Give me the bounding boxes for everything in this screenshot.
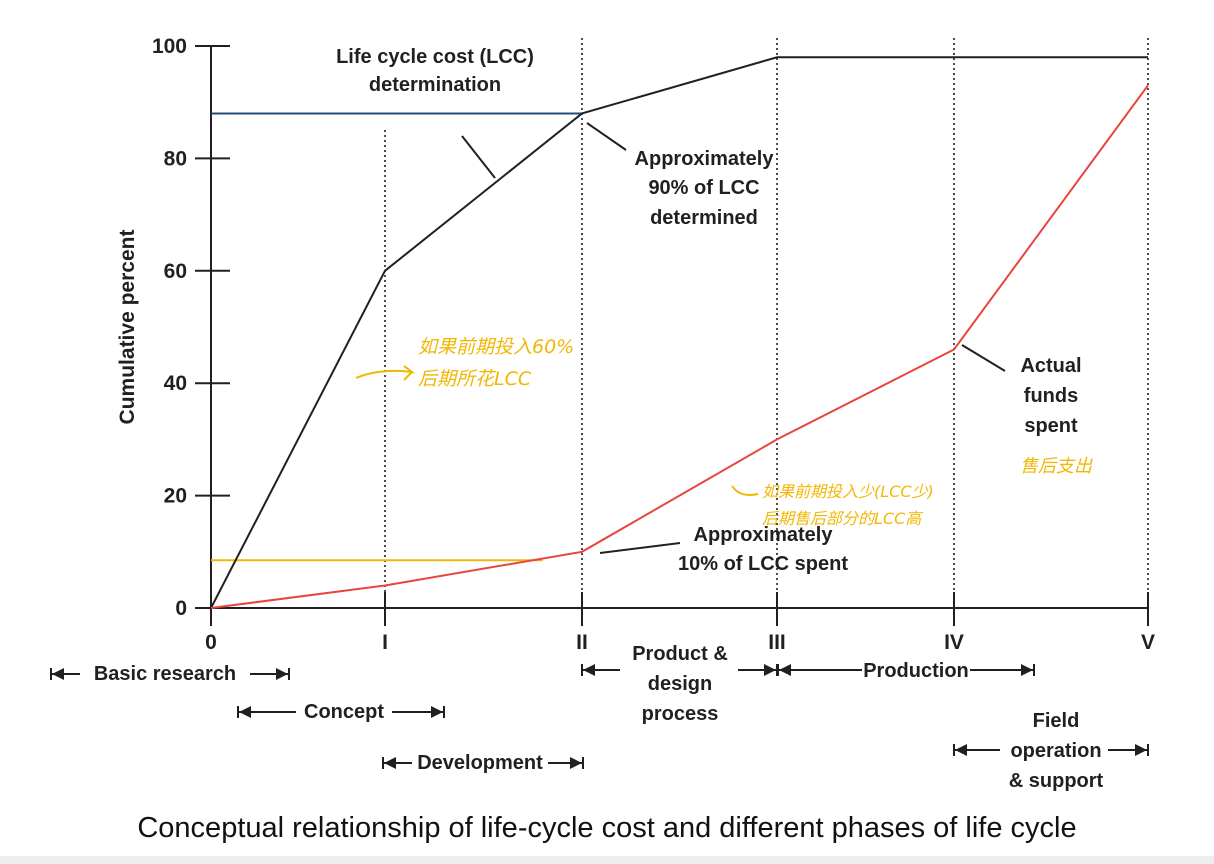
phase-field-operation: Field operation & support — [953, 710, 1149, 792]
x-tick-label-1: I — [382, 631, 388, 654]
phase-concept: Concept — [237, 701, 445, 723]
handwritten-note-b-line1: 如果前期投入少(LCC少) — [762, 482, 934, 501]
annotation-lcc-title-line1: Life cycle cost (LCC) — [336, 46, 534, 68]
handwritten-note-c: 售后支出 — [1020, 456, 1093, 477]
leader-lcc-title — [461, 135, 496, 179]
phase-production-label: Production — [863, 660, 969, 682]
figure-caption: Conceptual relationship of life-cycle co… — [137, 812, 1077, 844]
x-ticks: 0 I II III IV V — [205, 592, 1155, 654]
annotation-approx90-line3: determined — [650, 207, 758, 229]
handwritten-arrow-b — [731, 485, 759, 496]
series-lcc-determination — [210, 56, 1148, 609]
phase-field-label-line1: Field — [1033, 710, 1080, 732]
phase-field-label-line2: operation — [1010, 740, 1101, 762]
phase-basic-research: Basic research — [50, 663, 290, 685]
annotation-approx90-line1: Approximately — [635, 148, 775, 170]
y-tick-label-100: 100 — [152, 35, 187, 58]
annotation-approx90-line2: 90% of LCC — [648, 177, 759, 199]
x-tick-label-2: II — [576, 631, 588, 654]
handwritten-note-a-line2: 后期所花LCC — [418, 368, 532, 390]
y-tick-label-0: 0 — [175, 597, 187, 620]
series-actual-funds — [210, 84, 1149, 609]
handwritten-note-a-line1: 如果前期投入60% — [418, 336, 574, 358]
leader-approx10 — [599, 542, 681, 554]
x-tick-label-3: III — [768, 631, 786, 654]
leader-funds — [961, 344, 1006, 372]
phase-basic-research-label: Basic research — [94, 663, 236, 685]
phase-production: Production — [777, 660, 1035, 682]
phase-product-label-line2: design — [648, 673, 712, 695]
x-tick-label-5: V — [1141, 631, 1155, 654]
annotation-approx10-line1: Approximately — [694, 524, 834, 546]
phase-product-label-line3: process — [642, 703, 719, 725]
leader-approx90 — [586, 122, 627, 151]
phase-gridlines — [384, 38, 1149, 608]
annotation-lcc-title-line2: determination — [369, 74, 501, 96]
handwritten-note-b-line2: 后期售后部分的LCC高 — [762, 509, 923, 528]
y-tick-label-20: 20 — [164, 485, 187, 508]
x-tick-label-0: 0 — [205, 631, 217, 654]
phase-product-label-line1: Product & — [632, 643, 728, 665]
annotation-funds-line1: Actual — [1020, 355, 1081, 377]
x-tick-label-4: IV — [944, 631, 964, 654]
phase-product-design: Product & design process — [581, 643, 778, 725]
phase-development-label: Development — [417, 752, 543, 774]
phase-concept-label: Concept — [304, 701, 384, 723]
annotation-approx10-line2: 10% of LCC spent — [678, 553, 848, 575]
y-axis-label: Cumulative percent — [116, 230, 139, 425]
phase-development: Development — [382, 752, 584, 774]
y-tick-label-40: 40 — [164, 372, 187, 395]
annotation-funds-line3: spent — [1024, 415, 1078, 437]
handwritten-arrow-a — [355, 365, 416, 381]
phase-field-label-line3: & support — [1009, 770, 1104, 792]
y-tick-label-80: 80 — [164, 147, 187, 170]
y-tick-label-60: 60 — [164, 260, 187, 283]
y-ticks: 0 20 40 60 80 100 — [152, 35, 230, 620]
bottom-bar — [0, 856, 1214, 864]
annotation-funds-line2: funds — [1024, 385, 1078, 407]
